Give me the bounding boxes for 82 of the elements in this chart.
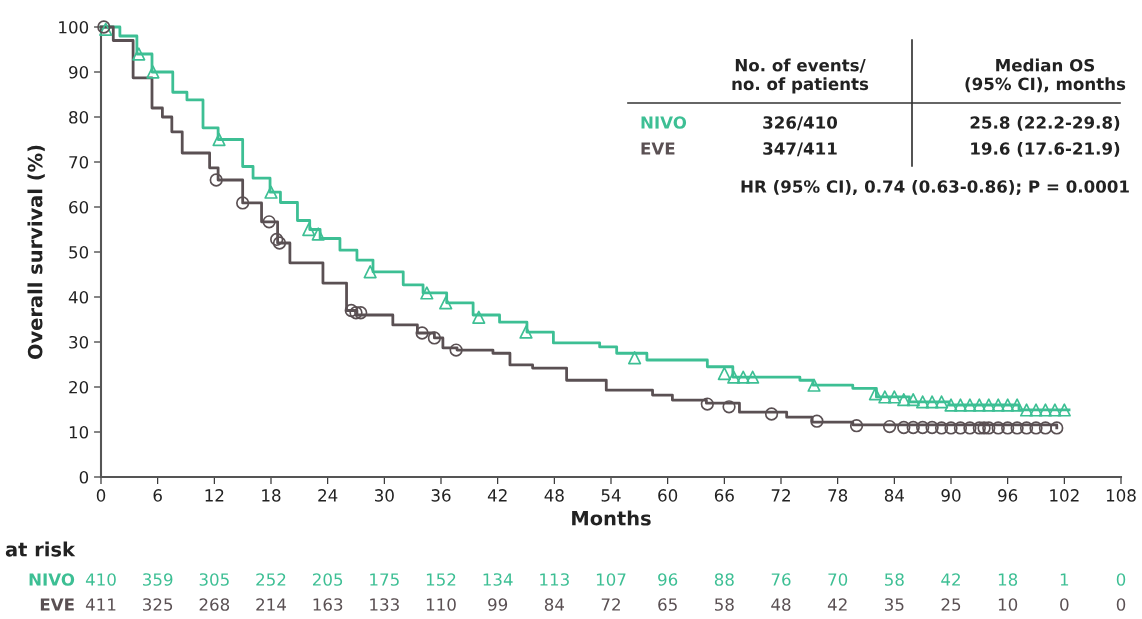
y-axis-title: Overall survival (%) bbox=[27, 145, 45, 360]
text: EVE bbox=[40, 598, 74, 611]
text: 58 bbox=[715, 598, 734, 611]
annotation: 19.6 (17.6-21.9) bbox=[971, 141, 1120, 157]
x-tick-label: 60 bbox=[658, 489, 678, 502]
x-tick-label: 48 bbox=[544, 489, 564, 502]
x-tick-label: 78 bbox=[828, 489, 848, 502]
text: 134 bbox=[483, 573, 513, 586]
y-tick-label: 0 bbox=[79, 470, 89, 484]
text: 410 bbox=[85, 573, 116, 586]
x-tick-label: 0 bbox=[96, 489, 106, 502]
text: 35 bbox=[885, 598, 904, 611]
text: 96 bbox=[658, 573, 678, 586]
x-tick-label: 54 bbox=[601, 489, 621, 502]
text: 65 bbox=[658, 598, 677, 611]
text: 175 bbox=[370, 573, 399, 586]
x-tick-label: 24 bbox=[318, 489, 338, 502]
text: 25 bbox=[941, 598, 961, 611]
x-axis-title: Months bbox=[572, 510, 651, 526]
text: 1 bbox=[1060, 573, 1069, 586]
text: EVE bbox=[641, 142, 675, 155]
annotation: Median OS (95% CI), months bbox=[965, 58, 1126, 93]
text: 18 bbox=[998, 573, 1018, 586]
text: 110 bbox=[426, 598, 456, 611]
y-tick-label: 30 bbox=[69, 335, 89, 349]
annotation: 25.8 (22.2-29.8) bbox=[970, 115, 1120, 131]
y-tick-label: 70 bbox=[69, 155, 89, 169]
text: 70 bbox=[828, 573, 848, 586]
annotation: 347/411 bbox=[763, 142, 837, 157]
x-tick-label: 108 bbox=[1106, 489, 1136, 502]
text: 163 bbox=[313, 598, 343, 611]
text: 0 bbox=[1116, 598, 1126, 611]
x-tick-label: 84 bbox=[884, 489, 904, 502]
x-tick-label: 6 bbox=[153, 489, 162, 502]
x-tick-label: 102 bbox=[1050, 489, 1079, 502]
text: 133 bbox=[370, 598, 399, 611]
text: 0 bbox=[1060, 598, 1069, 611]
text: 88 bbox=[714, 573, 734, 586]
text: 268 bbox=[199, 598, 230, 611]
text: 42 bbox=[941, 573, 960, 586]
y-tick-label: 40 bbox=[68, 290, 89, 304]
annotation: 326/410 bbox=[763, 116, 838, 131]
text: 325 bbox=[143, 598, 173, 611]
x-tick-label: 96 bbox=[998, 489, 1018, 502]
text: 0 bbox=[1116, 573, 1126, 586]
text: 72 bbox=[601, 598, 620, 611]
text: 84 bbox=[544, 598, 564, 611]
text: 113 bbox=[540, 573, 569, 586]
text: 42 bbox=[827, 598, 847, 611]
annotation: HR (95% CI), 0.74 (0.63-0.86); P = 0.0001 bbox=[741, 179, 1129, 195]
x-tick-label: 12 bbox=[205, 489, 224, 502]
text: 152 bbox=[426, 573, 456, 586]
x-tick-label: 72 bbox=[771, 489, 790, 502]
y-tick-label: 50 bbox=[69, 245, 89, 259]
y-tick-label: 100 bbox=[59, 20, 89, 34]
y-tick-label: 20 bbox=[69, 380, 89, 394]
x-tick-label: 36 bbox=[431, 489, 451, 502]
x-tick-label: 90 bbox=[941, 489, 961, 502]
text: 305 bbox=[199, 573, 229, 586]
text: at risk bbox=[5, 541, 76, 557]
y-tick-label: 10 bbox=[69, 425, 89, 439]
text: 48 bbox=[771, 598, 791, 611]
text: 252 bbox=[256, 573, 286, 586]
text: 76 bbox=[771, 573, 791, 586]
text: NIVO bbox=[641, 116, 687, 129]
text: 99 bbox=[488, 598, 508, 611]
text: 359 bbox=[143, 573, 173, 586]
y-tick-label: 80 bbox=[69, 110, 89, 124]
x-tick-label: 30 bbox=[375, 489, 394, 502]
text: 107 bbox=[596, 573, 626, 586]
y-tick-label: 60 bbox=[69, 200, 89, 214]
annotation: No. of events/ no. of patients bbox=[732, 58, 869, 94]
text: 10 bbox=[998, 598, 1018, 611]
x-tick-label: 42 bbox=[487, 489, 507, 502]
x-tick-label: 66 bbox=[714, 489, 734, 502]
y-tick-label: 90 bbox=[69, 65, 89, 79]
text: 58 bbox=[885, 573, 904, 586]
text: NIVO bbox=[29, 573, 75, 586]
x-tick-label: 18 bbox=[262, 489, 281, 502]
text: 214 bbox=[256, 598, 286, 611]
text: 205 bbox=[312, 573, 343, 586]
text: 411 bbox=[85, 598, 116, 611]
